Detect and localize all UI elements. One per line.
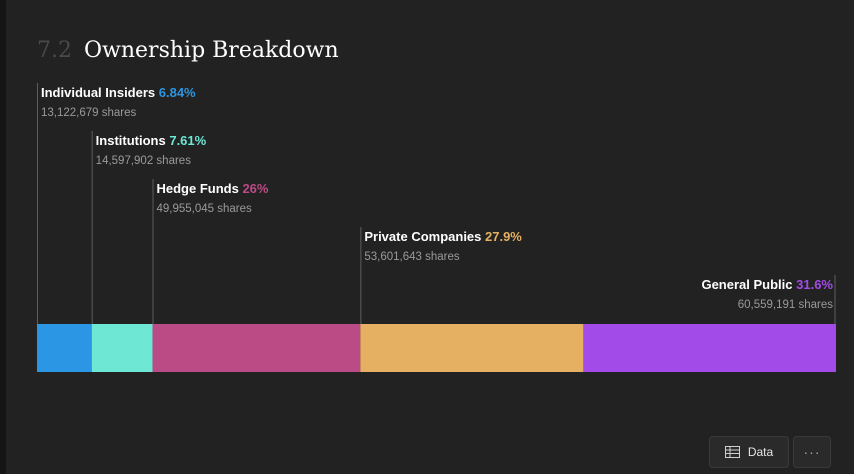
segment-label-general-public: General Public 31.6% xyxy=(701,277,833,292)
segment-shares-general-public: 60,559,191 shares xyxy=(738,299,834,311)
segment-shares-hedge-funds: 49,955,045 shares xyxy=(157,203,253,215)
bar-segment-hedge-funds[interactable] xyxy=(152,324,361,372)
segment-name: Private Companies xyxy=(364,229,485,244)
segment-percent: 26% xyxy=(242,181,268,196)
bar-segment-institutions[interactable] xyxy=(91,324,153,372)
segment-percent: 6.84% xyxy=(159,85,196,100)
segment-label-private-companies: Private Companies 27.9% xyxy=(364,229,522,244)
segment-shares-institutions: 14,597,902 shares xyxy=(96,155,192,167)
segment-name: General Public xyxy=(701,277,796,292)
table-icon xyxy=(724,446,740,458)
bar-segment-private-companies[interactable] xyxy=(360,324,584,372)
segment-percent: 31.6% xyxy=(796,277,833,292)
segment-name: Individual Insiders xyxy=(41,85,159,100)
more-icon: ··· xyxy=(803,444,821,460)
segment-shares-private-companies: 53,601,643 shares xyxy=(364,251,460,263)
segment-label-hedge-funds: Hedge Funds 26% xyxy=(157,181,269,196)
bar-segment-general-public[interactable] xyxy=(583,324,836,372)
chart-panel xyxy=(6,0,854,474)
bar-segment-individual-insiders[interactable] xyxy=(37,324,92,372)
segment-label-institutions: Institutions 7.61% xyxy=(96,133,207,148)
segment-percent: 7.61% xyxy=(169,133,206,148)
segment-name: Institutions xyxy=(96,133,170,148)
section-heading: 7.2 Ownership Breakdown xyxy=(37,38,339,63)
more-options-button[interactable]: ··· xyxy=(793,436,831,468)
segment-percent: 27.9% xyxy=(485,229,522,244)
section-title: Ownership Breakdown xyxy=(84,38,339,63)
data-button[interactable]: Data xyxy=(709,436,789,468)
segment-shares-individual-insiders: 13,122,679 shares xyxy=(41,107,137,119)
data-button-label: Data xyxy=(747,445,774,459)
segment-label-individual-insiders: Individual Insiders 6.84% xyxy=(41,85,196,100)
segment-name: Hedge Funds xyxy=(157,181,243,196)
section-number: 7.2 xyxy=(37,38,72,63)
